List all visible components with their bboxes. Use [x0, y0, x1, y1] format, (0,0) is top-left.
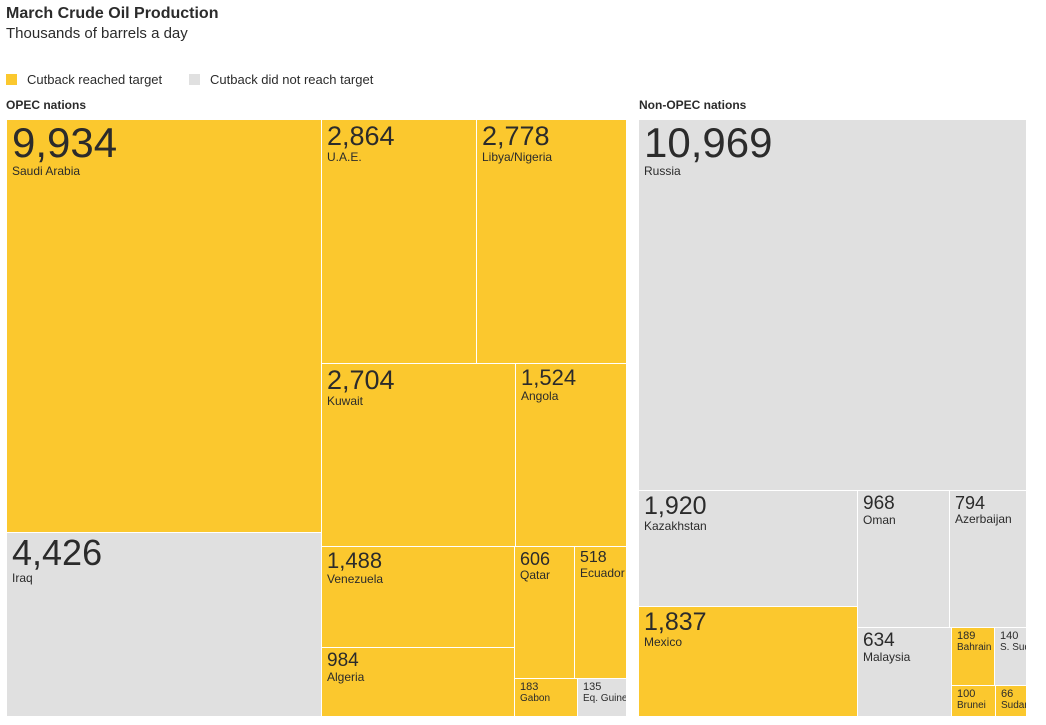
tile-value: 189: [957, 630, 976, 642]
legend-swatch-reached: [6, 74, 17, 85]
tile-label: Algeria: [327, 670, 365, 684]
group-label-non-opec: Non-OPEC nations: [639, 98, 747, 112]
group-label-opec: OPEC nations: [6, 98, 87, 112]
treemap-tile-sudan: 66Sudan: [996, 686, 1026, 716]
treemap-tile-qatar: 606 Qatar: [515, 547, 574, 678]
tile-value: 2,704: [327, 365, 395, 395]
tile-label: Venezuela: [327, 572, 384, 586]
treemap-tile-angola: 1,524 Angola: [516, 364, 626, 546]
treemap-tile-kazakhstan: 1,920 Kazakhstan: [639, 491, 857, 606]
tile-value: 135: [583, 681, 602, 693]
tile-label: Iraq: [12, 571, 33, 585]
tile-label: Bahrain: [957, 642, 992, 653]
tile-label: Libya/Nigeria: [482, 150, 553, 164]
tile-label: Mexico: [644, 635, 683, 649]
tile-value: 100: [957, 688, 976, 700]
tile-value: 183: [520, 681, 539, 693]
treemap-tile-kuwait: 2,704 Kuwait: [322, 364, 515, 546]
tile-label: Malaysia: [863, 650, 911, 664]
treemap-tile-oman: 968 Oman: [858, 491, 949, 627]
tile-value: 9,934: [12, 120, 118, 166]
tile-label: Brunei: [957, 700, 986, 711]
treemap-tile-bahrain: 189 Bahrain: [952, 628, 994, 685]
tile-value: 1,488: [327, 548, 383, 573]
tile-value: 1,837: [644, 608, 707, 636]
tile-value: 634: [863, 630, 895, 651]
legend-label-not-reached: Cutback did not reach target: [210, 72, 374, 87]
chart-title: March Crude Oil Production: [6, 5, 219, 22]
legend-label-reached: Cutback reached target: [27, 72, 163, 87]
treemap-tile-iraq: 4,426 Iraq: [7, 533, 321, 716]
treemap-tile-brunei: 100 Brunei: [952, 686, 995, 716]
tile-value: 984: [327, 650, 359, 671]
tile-value: 968: [863, 493, 895, 514]
tile-value: 1,920: [644, 492, 707, 520]
tile-value: 2,778: [482, 121, 550, 151]
tile-label: Kazakhstan: [644, 519, 707, 533]
treemap-tile-russia: 10,969 Russia: [639, 120, 1026, 490]
treemap-tile-libya-nigeria: 2,778 Libya/Nigeria: [477, 120, 626, 363]
tile-label: Kuwait: [327, 394, 364, 408]
tile-value: 10,969: [644, 120, 773, 166]
tile-label: Angola: [521, 389, 559, 403]
tile-value: 2,864: [327, 121, 395, 151]
tile-label: U.A.E.: [327, 150, 362, 164]
tile-value: 794: [955, 493, 986, 513]
treemap-tile-venezuela: 1,488 Venezuela: [322, 547, 514, 647]
tile-value: 518: [580, 549, 607, 566]
treemap-tile-ecuador: 518 Ecuador: [575, 547, 626, 678]
treemap-tile-malaysia: 634 Malaysia: [858, 628, 951, 716]
treemap-tile-u-a-e: 2,864 U.A.E.: [322, 120, 476, 363]
tile-label: Azerbaijan: [955, 512, 1012, 526]
tile-label: S. Sudan: [1000, 642, 1026, 653]
chart-subtitle: Thousands of barrels a day: [6, 25, 188, 42]
tile-value: 606: [520, 549, 551, 569]
legend-item-not-reached: Cutback did not reach target: [189, 72, 373, 87]
tile-label: Gabon: [520, 693, 551, 704]
tile-value: 1,524: [521, 365, 577, 390]
tile-label: Eq. Guinea: [583, 693, 626, 704]
tile-label: Oman: [863, 513, 896, 527]
tile-label: Qatar: [520, 568, 551, 582]
tile-label: Russia: [644, 164, 681, 178]
tile-label: Saudi Arabia: [12, 164, 81, 178]
treemap-tile-algeria: 984 Algeria: [322, 648, 514, 716]
legend-swatch-not-reached: [189, 74, 200, 85]
tile-label: Sudan: [1001, 700, 1026, 711]
tile-label: Ecuador: [580, 566, 625, 580]
tile-value: 4,426: [12, 533, 103, 573]
treemap-tile-gabon: 183 Gabon: [515, 679, 577, 716]
treemap-tile-mexico: 1,837 Mexico: [639, 607, 857, 716]
treemap-tile-saudi-arabia: 9,934 Saudi Arabia: [7, 120, 321, 532]
legend-item-reached: Cutback reached target: [6, 72, 162, 87]
treemap-tile-azerbaijan: 794 Azerbaijan: [950, 491, 1026, 627]
tile-value: 140: [1000, 630, 1019, 642]
tile-value: 66: [1001, 688, 1014, 700]
